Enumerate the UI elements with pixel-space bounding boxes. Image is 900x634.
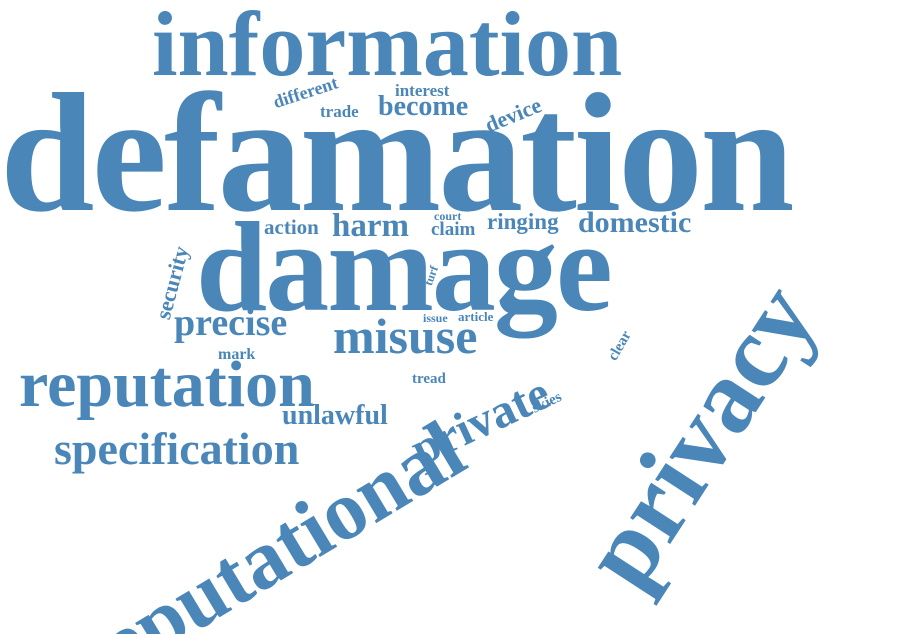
word-defamation: defamation [0,59,795,247]
word-court: court [434,209,462,223]
word-ringing: ringing [487,209,559,234]
word-become: become [378,91,469,122]
word-domestic: domestic [578,206,692,239]
word-precise: precise [174,302,288,344]
word-claim: claim [431,219,476,240]
word-mark: mark [218,346,256,363]
word-action: action [264,215,319,239]
word-unlawful: unlawful [282,400,388,431]
word-trade: trade [320,102,359,121]
word-reputation: reputation [19,348,315,421]
word-tread: tread [412,371,446,387]
word-issue: issue [423,311,448,325]
word-specification: specification [54,423,300,474]
word-information: information [152,0,623,95]
word-interest: interest [395,81,450,100]
word-damage: damage [196,196,613,338]
word-misuse: misuse [333,308,478,364]
word-article: article [458,309,494,324]
word-harm: harm [332,208,409,244]
